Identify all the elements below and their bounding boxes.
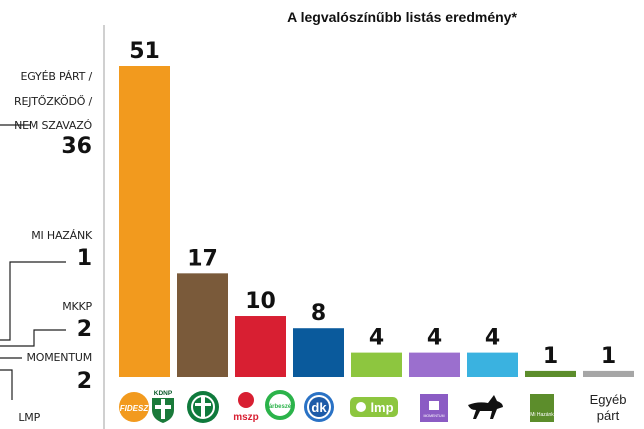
kdnp-logo-text: KDNP — [154, 390, 173, 397]
mihazank-logo-text: Mi Hazánk — [530, 412, 554, 418]
bar-value-label-5: 4 — [369, 326, 384, 351]
side-label-egyeb-2: REJTŐZKÖDŐ / — [14, 95, 92, 108]
side-label-lmp: LMP — [18, 411, 40, 424]
jobbik-logo — [187, 391, 219, 423]
mkkp-dog-icon — [468, 395, 503, 419]
mszp-logo: mszp — [233, 392, 259, 423]
side-value-mihazank: 1 — [76, 246, 92, 271]
side-label-egyeb-3: NEM SZAVAZÓ — [14, 119, 92, 132]
bar-8 — [525, 370, 576, 377]
dk-logo-text: dk — [311, 400, 327, 415]
side-label-momentum: MOMENTUM — [26, 351, 93, 364]
bar-labels: 51 17 10 8 4 4 4 1 1 — [129, 39, 616, 369]
bar-value-label-2: 17 — [187, 246, 218, 271]
side-label-mkkp: MKKP — [62, 300, 92, 313]
side-value-mkkp: 2 — [76, 317, 92, 342]
side-label-mihazank: MI HAZÁNK — [31, 229, 92, 242]
bars — [119, 66, 634, 377]
bar-3 — [235, 316, 286, 377]
bar-9 — [583, 370, 634, 377]
chart-title: A legvalószínűbb listás eredmény* — [287, 9, 517, 25]
kdnp-logo: KDNP — [152, 390, 174, 423]
bar-1 — [119, 66, 170, 377]
momentum-logo-text: MOMENTUM — [424, 414, 445, 418]
lmp-logo-text: lmp — [370, 400, 393, 415]
lmp-logo: lmp — [350, 397, 398, 417]
bar-value-label-3: 10 — [245, 289, 276, 314]
bar-value-label-1: 51 — [129, 39, 160, 64]
side-value-momentum: 2 — [76, 369, 92, 394]
bar-5 — [351, 352, 402, 377]
parbeszed-logo: párbeszéd — [265, 390, 295, 420]
dk-logo: dk — [304, 392, 334, 422]
connector-lines — [0, 124, 66, 400]
fidesz-logo-text: FIDESZ — [120, 404, 150, 413]
bar-value-label-6: 4 — [427, 326, 442, 351]
side-value-egyeb: 36 — [61, 134, 92, 159]
bar-7 — [467, 352, 518, 377]
egyeb-part-label: Egyéb párt — [589, 392, 627, 423]
bar-value-label-9: 1 — [601, 344, 616, 369]
parbeszed-logo-text: párbeszéd — [265, 404, 295, 410]
bar-6 — [409, 352, 460, 377]
side-label-egyeb-1: EGYÉB PÁRT / — [20, 70, 93, 83]
bar-value-label-4: 8 — [311, 301, 326, 326]
momentum-logo: MOMENTUM — [420, 394, 448, 422]
fidesz-logo: FIDESZ — [119, 392, 149, 422]
bar-value-label-8: 1 — [543, 344, 558, 369]
party-logos: FIDESZ KDNP mszp párbeszéd — [119, 390, 554, 423]
bar-4 — [293, 328, 344, 377]
bar-2 — [177, 273, 228, 377]
bar-value-label-7: 4 — [485, 326, 500, 351]
mihazank-logo: Mi Hazánk — [530, 394, 554, 422]
mszp-logo-text: mszp — [233, 412, 259, 423]
